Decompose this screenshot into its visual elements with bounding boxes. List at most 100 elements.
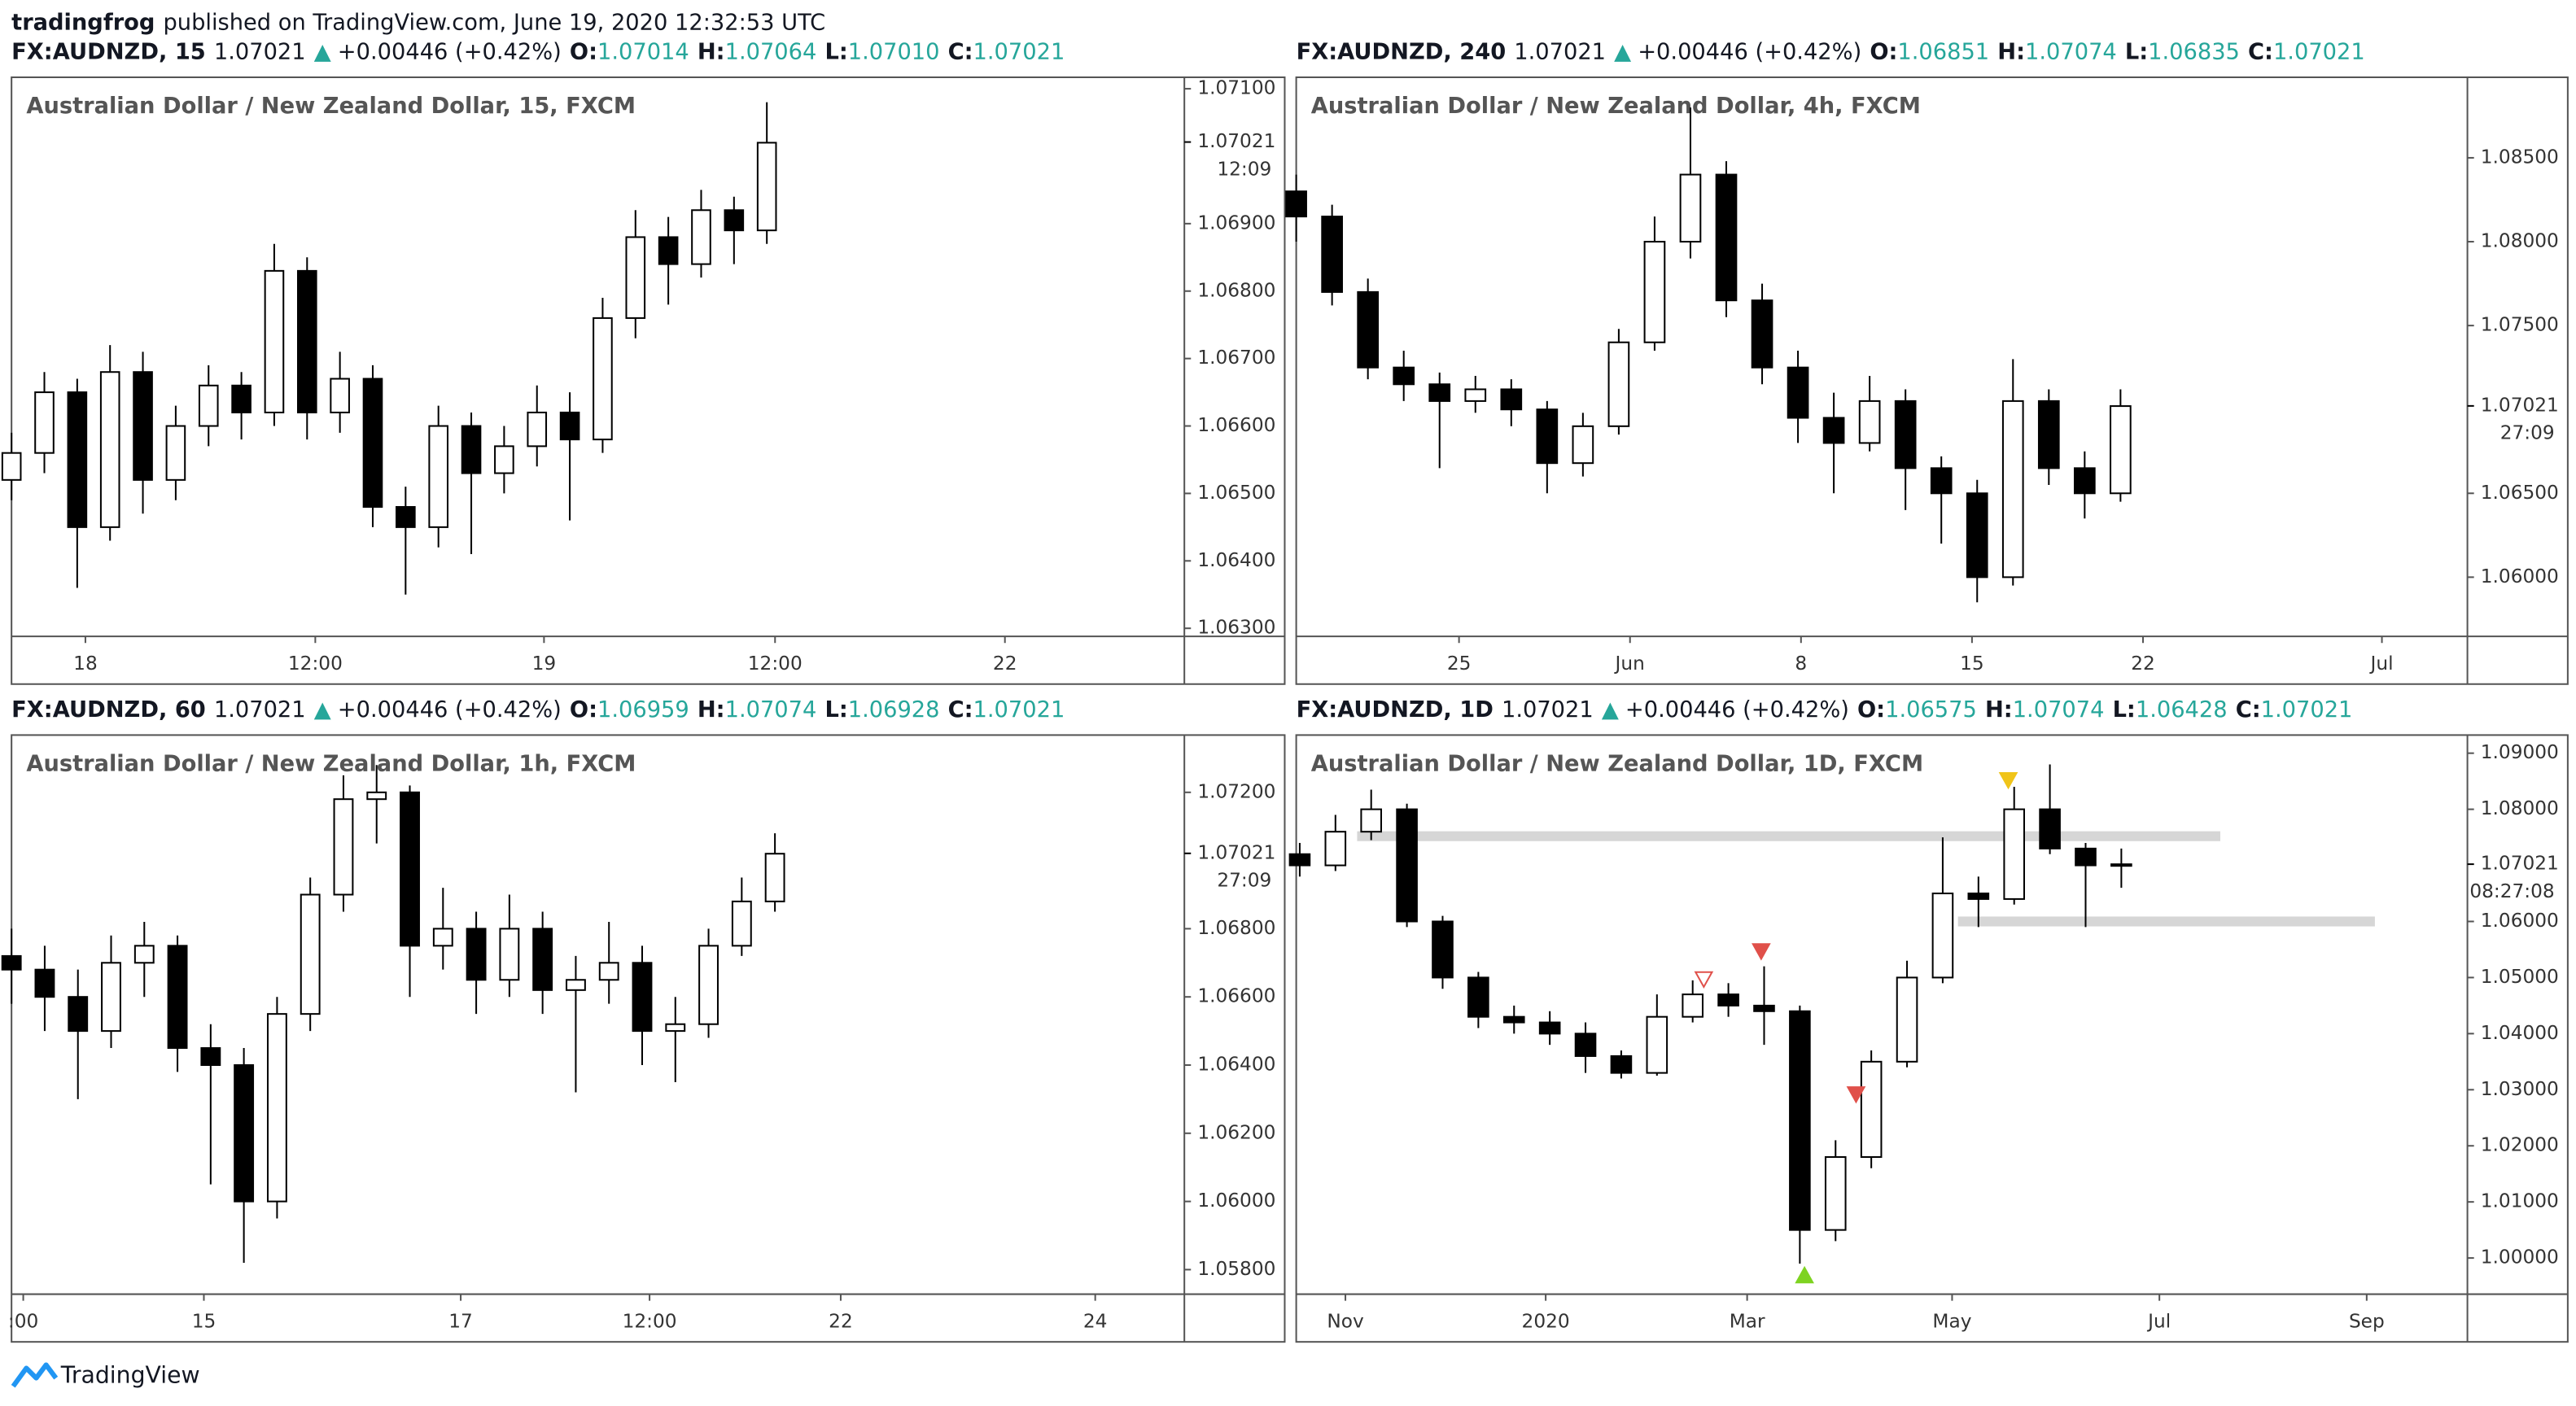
ohlc-key: H:	[1985, 697, 2013, 723]
countdown-label: 08:27:08	[2469, 880, 2554, 902]
chart-title: Australian Dollar / New Zealand Dollar, …	[26, 94, 636, 119]
candle-body	[2003, 808, 2026, 900]
candle-body	[1715, 173, 1738, 302]
candle-body	[2110, 405, 2132, 495]
chart-panel: FX:AUDNZD, 240 1.07021 ▲ +0.00446 (+0.42%) O…	[1285, 39, 2569, 685]
ohlc-value: 1.06428	[2136, 697, 2228, 723]
symbol: FX:AUDNZD, 1D	[1297, 697, 1494, 723]
ohlc-value: 1.06835	[2148, 39, 2240, 64]
candle-body	[234, 1063, 255, 1203]
candle-body	[499, 928, 520, 981]
x-tick-label: 15	[1960, 653, 1984, 675]
y-tick-label: 1.06300	[1197, 617, 1275, 639]
y-tick-label: 1.07500	[2481, 314, 2559, 336]
candle-body	[2110, 863, 2132, 867]
candle-body	[34, 968, 55, 998]
level-zone	[1957, 916, 2375, 927]
ohlc-key: C:	[948, 39, 973, 64]
y-tick-label: 1.06000	[2481, 565, 2559, 587]
ohlc-key: L:	[2113, 697, 2136, 723]
change-arrow: ▲	[1614, 39, 1631, 64]
chart-title: Australian Dollar / New Zealand Dollar, …	[1311, 751, 1923, 776]
y-tick-label: 1.05000	[2481, 966, 2559, 988]
last-price: 1.07021	[1514, 39, 1606, 64]
ohlc-value: 1.06959	[597, 697, 689, 723]
y-tick-label: 1.06000	[2481, 910, 2559, 932]
x-tick-label: 18	[73, 653, 98, 675]
countdown-label: 12:09	[1217, 158, 1271, 180]
candle-body	[34, 391, 55, 454]
candle-body	[1360, 808, 1383, 833]
candle-body	[2039, 808, 2061, 849]
ohlc-key: O:	[570, 697, 597, 723]
candle-body	[1357, 290, 1380, 369]
candle-body	[1930, 467, 1953, 495]
x-tick-label: Mar	[1730, 1310, 1765, 1332]
candle-body	[1538, 1021, 1561, 1035]
y-tick-label: 1.08000	[2481, 230, 2559, 252]
candle-body	[1822, 417, 1845, 444]
y-tick-label: 1.08500	[2481, 146, 2559, 168]
ohlc-key: L:	[2125, 39, 2148, 64]
candle-body	[300, 893, 321, 1015]
y-tick-label: 1.08000	[2481, 797, 2559, 819]
ohlc-value: 1.07010	[848, 39, 940, 64]
ohlc-key: O:	[1857, 697, 1885, 723]
candle-body	[665, 1023, 686, 1033]
change: +0.00446 (+0.42%)	[1638, 39, 1861, 64]
y-tick-label: 1.06500	[1197, 482, 1275, 504]
y-tick-label: 1.03000	[2481, 1078, 2559, 1100]
candle-body	[559, 411, 580, 441]
ohlc-key: L:	[824, 39, 847, 64]
x-tick-label: 22	[2131, 653, 2155, 675]
x-tick-label: May	[1932, 1310, 1971, 1332]
ohlc-key: O:	[570, 39, 597, 64]
candle-body	[1787, 366, 1809, 419]
candle-body	[264, 269, 285, 413]
y-tick-label: 1.06400	[1197, 1054, 1275, 1076]
candle-body	[231, 384, 251, 413]
candle-body	[494, 445, 514, 474]
x-tick-label: 22	[993, 653, 1017, 675]
ohlc-key: O:	[1870, 39, 1897, 64]
candle-body	[1, 452, 22, 481]
candle-body	[2073, 467, 2096, 495]
change-arrow: ▲	[314, 39, 331, 64]
y-tick-label: 1.06600	[1197, 414, 1275, 436]
change: +0.00446 (+0.42%)	[338, 39, 562, 64]
candle-body	[432, 928, 453, 947]
candle-body	[1751, 299, 1773, 369]
symbol-header: FX:AUDNZD, 15 1.07021 ▲ +0.00446 (+0.42%) O:…	[11, 39, 1065, 64]
candle-body	[67, 391, 88, 528]
candle-body	[724, 209, 745, 232]
candle-body	[1464, 388, 1487, 402]
y-tick-label: 1.09000	[2481, 741, 2559, 763]
x-tick-label: Jul	[2146, 1310, 2171, 1332]
candle-body	[1393, 366, 1415, 386]
panel-frame	[1295, 76, 2569, 685]
candle-body	[566, 979, 586, 991]
candle-body	[1966, 492, 1988, 579]
candle-body	[1858, 400, 1881, 444]
candle-body	[1288, 853, 1311, 867]
x-tick-label: 15	[192, 1310, 216, 1332]
ohlc-value: 1.07021	[973, 697, 1065, 723]
y-tick-label: 1.06900	[1197, 212, 1275, 234]
y-tick-label: 1.01000	[2481, 1190, 2559, 1212]
x-tick-label: 19	[532, 653, 557, 675]
chart-panel: FX:AUDNZD, 1D 1.07021 ▲ +0.00446 (+0.42%) O:…	[1288, 697, 2569, 1343]
x-tick-label: 24	[1083, 1310, 1108, 1332]
candle-body	[1607, 341, 1630, 427]
ohlc-value: 1.07074	[2025, 39, 2117, 64]
candle-body	[1679, 173, 1702, 243]
candle-body	[698, 945, 719, 1025]
candle-body	[1824, 1156, 1847, 1231]
candle-body	[68, 996, 89, 1033]
chart-panel: FX:AUDNZD, 15 1.07021 ▲ +0.00446 (+0.42%) O:…	[1, 39, 1286, 685]
candle-body	[1285, 190, 1307, 218]
signal-marker	[1795, 1265, 1814, 1284]
y-tick-label: 1.04000	[2481, 1022, 2559, 1044]
x-tick-label: 17	[448, 1310, 473, 1332]
symbol: FX:AUDNZD, 240	[1297, 39, 1507, 64]
